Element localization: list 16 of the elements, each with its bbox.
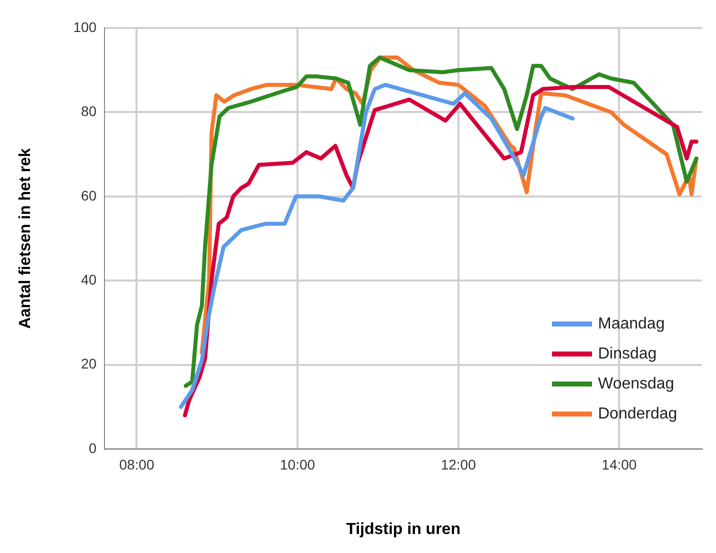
y-tick-label: 100 (73, 18, 97, 35)
legend-label: Maandag (598, 315, 665, 332)
x-tick-label: 12:00 (440, 456, 476, 472)
y-tick-label: 80 (80, 103, 97, 120)
legend-label: Donderdag (598, 405, 678, 422)
x-axis-title: Tijdstip in uren (346, 520, 460, 538)
legend-label: Dinsdag (598, 345, 657, 362)
y-tick-label: 20 (80, 356, 97, 372)
x-tick-label: 14:00 (602, 456, 637, 472)
y-tick-label: 40 (80, 271, 97, 288)
y-axis-title: Aantal fietsen in het rek (17, 148, 34, 329)
y-tick-label: 60 (80, 187, 97, 204)
x-tick-label: 08:00 (119, 456, 154, 472)
x-tick-label: 10:00 (280, 456, 316, 472)
y-tick-label: 0 (88, 440, 97, 456)
legend-label: Woensdag (598, 375, 674, 392)
